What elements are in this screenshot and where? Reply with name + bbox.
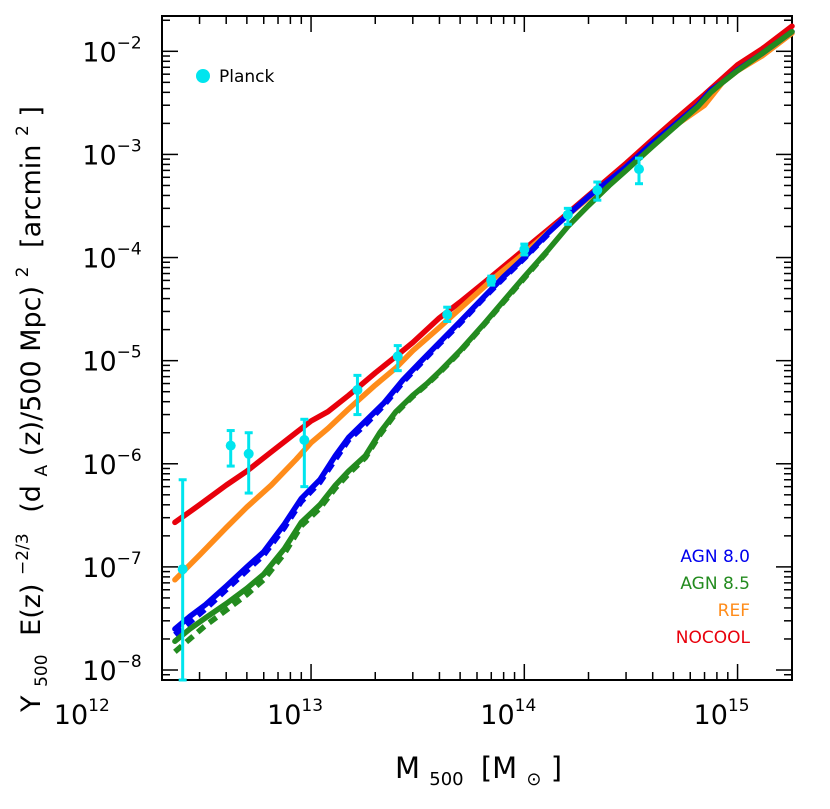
x-axis-label-close: ] (551, 751, 562, 785)
y-axis-label: Y 500 E(z) −2/3 (d A (z)/500 Mpc) 2 [arc… (4, 106, 54, 713)
planck-point (299, 435, 310, 446)
x-axis-label-main: M (395, 751, 420, 785)
planck-point (392, 351, 403, 362)
planck-point (486, 275, 497, 286)
y-tick-label: 10−2 (82, 33, 141, 68)
x-axis-label-sub: 500 (429, 769, 463, 790)
legend-entry: NOCOOL (676, 628, 751, 648)
planck-point (519, 244, 530, 255)
series-line-nocool (172, 23, 795, 526)
y-label-p4-sup: 2 (13, 267, 33, 278)
y-tick-label: 10−3 (82, 136, 141, 171)
legend-entry: AGN 8.0 (680, 547, 750, 567)
series-line-agn-8-0-dashed (173, 231, 551, 637)
x-axis-label-open: [M (481, 751, 517, 785)
series-line-agn-8-0 (172, 28, 795, 632)
tick-labels: 1012 1013 1014 1015 10−8 10−7 10−6 10−5 10−4 10−3… (54, 33, 750, 731)
y-label-p3: (d (16, 485, 47, 513)
y-tick-label: 10−7 (82, 549, 141, 584)
y-label-p2-sup: −2/3 (13, 533, 33, 575)
y-label-p5-sup: 2 (13, 125, 33, 136)
planck-legend: Planck (196, 67, 275, 87)
planck-point (634, 164, 645, 175)
series-line-ref (172, 30, 795, 583)
y-label-p3-sub: A (32, 464, 52, 476)
y-label-p2: E(z) (16, 584, 47, 636)
series-line-agn-8-5-dashed (173, 248, 551, 654)
planck-point (592, 185, 603, 196)
x-tick-label: 1012 (54, 696, 110, 731)
planck-point (352, 384, 363, 395)
x-axis-label-sun: ⊙ (526, 769, 541, 790)
y-label-p4: (z)/500 Mpc) (16, 286, 47, 456)
axis-ticks (161, 16, 792, 681)
y-tick-label: 10−5 (82, 343, 141, 378)
planck-point (562, 209, 573, 220)
planck-point (177, 564, 188, 575)
y-label-p6: ] (16, 106, 47, 117)
y-label-p1-sub: 500 (32, 654, 52, 686)
y-tick-label: 10−4 (82, 240, 141, 275)
y-label-p1: Y (16, 695, 47, 713)
x-tick-label: 1013 (267, 696, 323, 731)
y-label-p5: [arcmin (16, 145, 47, 248)
y-tick-label: 10−6 (82, 446, 141, 481)
planck-point (442, 309, 453, 320)
y-tick-label: 10−8 (82, 652, 141, 687)
series-line-agn-8-5 (172, 28, 795, 645)
planck-point (243, 448, 254, 459)
x-axis-label: M 500 [M ⊙ ] (395, 751, 562, 792)
series-legend: AGN 8.0 AGN 8.5 REF NOCOOL (676, 547, 751, 648)
x-tick-label: 1014 (480, 696, 536, 731)
planck-point (225, 440, 236, 451)
legend-entry: AGN 8.5 (680, 574, 750, 594)
x-tick-label: 1015 (694, 696, 750, 731)
planck-legend-marker (196, 69, 210, 83)
planck-points (177, 156, 645, 682)
legend-entry: REF (718, 601, 750, 621)
planck-legend-label: Planck (219, 67, 275, 87)
